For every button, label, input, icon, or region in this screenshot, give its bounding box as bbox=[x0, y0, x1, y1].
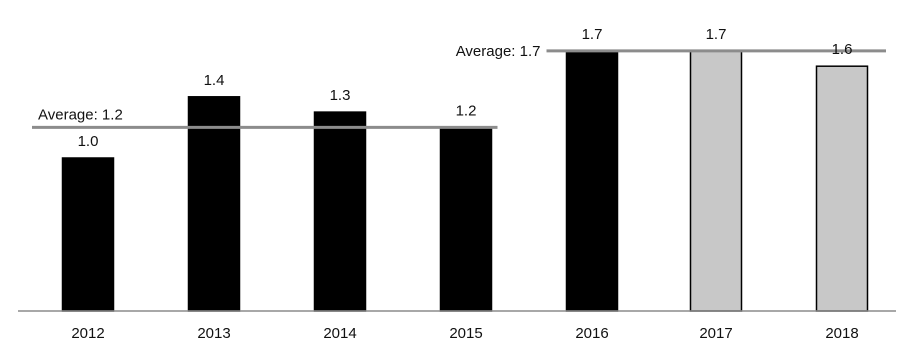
data-label-2013: 1.4 bbox=[204, 72, 225, 89]
bars-group bbox=[61, 50, 869, 312]
x-tick-label-2012: 2012 bbox=[71, 325, 104, 342]
average-label-2: Average: 1.7 bbox=[456, 43, 541, 60]
data-label-2016: 1.7 bbox=[582, 26, 603, 43]
bar-2017 bbox=[689, 50, 743, 312]
x-tick-label-2017: 2017 bbox=[699, 325, 732, 342]
x-tick-label-2016: 2016 bbox=[575, 325, 608, 342]
x-tick-label-2013: 2013 bbox=[197, 325, 230, 342]
average-lines-group bbox=[32, 49, 886, 129]
bar-2012 bbox=[61, 157, 115, 312]
bar-2014 bbox=[313, 111, 367, 312]
x-tick-label-2015: 2015 bbox=[449, 325, 482, 342]
bar-2013 bbox=[187, 96, 241, 312]
data-label-2018: 1.6 bbox=[832, 41, 853, 58]
bar-2018 bbox=[815, 65, 869, 312]
x-tick-label-2014: 2014 bbox=[323, 325, 356, 342]
x-tick-label-2018: 2018 bbox=[825, 325, 858, 342]
data-label-2012: 1.0 bbox=[78, 133, 99, 150]
bar-2015 bbox=[439, 126, 493, 312]
data-label-2015: 1.2 bbox=[456, 102, 477, 119]
bar-2016 bbox=[565, 50, 619, 312]
data-label-2014: 1.3 bbox=[330, 87, 351, 104]
data-label-2017: 1.7 bbox=[706, 26, 727, 43]
average-label-1: Average: 1.2 bbox=[38, 106, 123, 123]
labels-group: 1.0 2012 1.4 2013 1.3 2014 1.2 2015 1.7 2016 1.7 20… bbox=[38, 26, 859, 342]
